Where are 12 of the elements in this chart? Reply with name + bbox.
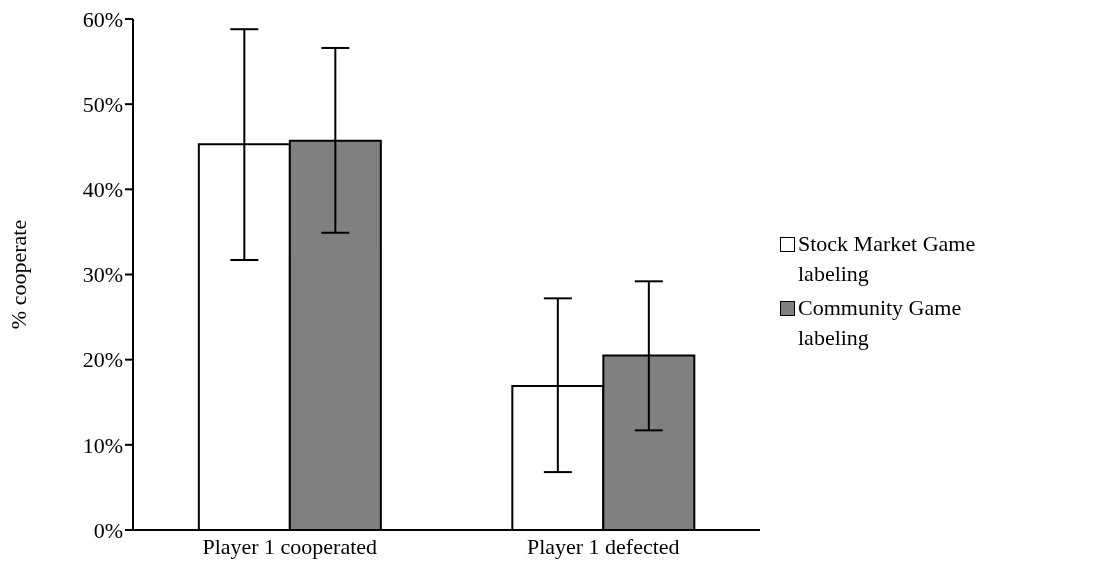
y-tick-label: 40% [82,177,123,203]
legend-label: Stock Market Game labeling [798,230,977,288]
y-tick-label: 60% [82,6,123,32]
y-tick-label: 20% [82,347,123,373]
y-axis-title: % cooperate [5,219,31,330]
y-tick-label: 50% [82,91,123,117]
y-tick-label: 10% [82,432,123,458]
legend-label: Community Game labeling [798,294,963,352]
y-tick-label: 30% [82,262,123,288]
x-tick-label: Player 1 cooperated [202,533,378,559]
x-tick-label: Player 1 defected [526,533,680,559]
y-tick-label: 0% [93,517,123,543]
